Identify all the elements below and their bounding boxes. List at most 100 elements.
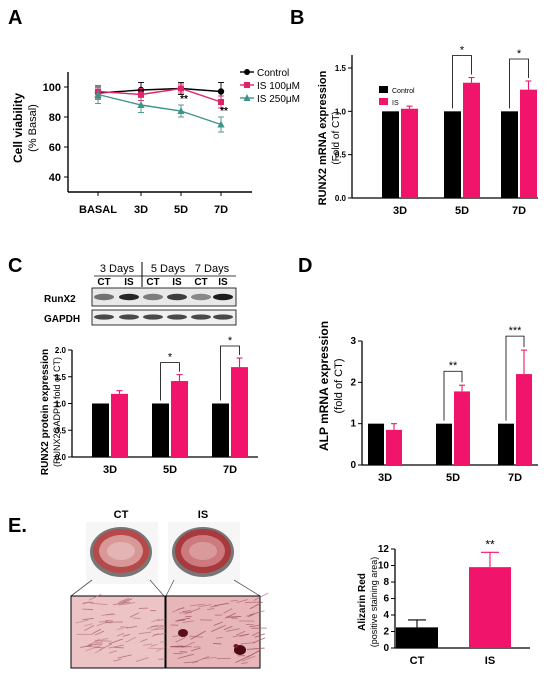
chart-e-ytick-label: 6 (383, 594, 389, 605)
chart-d-bar (436, 423, 452, 465)
blot-band-gapdh (213, 314, 233, 320)
chart-a-legend-label: IS 100μM (257, 81, 300, 92)
micrograph-fiber (147, 647, 161, 650)
alizarin-red-staining: CT IS (70, 509, 269, 669)
chart-c-bar (212, 403, 229, 457)
chart-e-bar (396, 627, 438, 648)
panel-label-c: C (8, 255, 22, 277)
chart-d-bar (498, 423, 514, 465)
chart-a-ytick-label: 100 (43, 82, 61, 94)
stain-label-ct: CT (114, 509, 129, 521)
micrograph-fiber (94, 630, 105, 636)
chart-e-ylabel2: (positive staining area) (369, 557, 379, 648)
chart-a-point (217, 120, 225, 128)
chart-a-significance: ** (220, 106, 228, 117)
micrograph-fiber (150, 643, 158, 647)
chart-b-ylabel: RUNX2 mRNA expression (317, 70, 329, 205)
chart-c-ytick-label: 2.0 (55, 346, 67, 355)
chart-b-bar (520, 89, 537, 198)
micrograph-fiber (226, 615, 242, 618)
chart-c-plot: 0.0 0.5 1.0 1.5 2.0 3D 5D 7D * * (55, 335, 258, 476)
chart-e-bar (469, 567, 511, 648)
chart-e-ylabel: Alizarin Red (357, 573, 368, 631)
blot-lane-label: CT (146, 277, 159, 288)
chart-b-bar (463, 82, 480, 198)
chart-b-bar (501, 111, 518, 198)
micrograph-fiber (129, 612, 140, 618)
micrograph-fiber (140, 638, 148, 643)
chart-e-ytick-label: 2 (383, 627, 389, 638)
chart-e-significance-label: ** (485, 537, 495, 551)
micrograph-fiber (84, 624, 95, 631)
chart-b-legend-control: Control (392, 88, 415, 95)
chart-e-ytick-label: 4 (383, 610, 389, 621)
chart-a-xtick-label: 5D (174, 204, 188, 216)
chart-a-plot: 40 60 80 100 BASAL 3D 5D 7D ** ** (43, 72, 252, 216)
micrograph-fiber (247, 613, 255, 618)
chart-d-bar (516, 374, 532, 465)
blot-day-7: 7 Days (195, 263, 230, 275)
well-image-ct (86, 522, 158, 584)
micrograph-fiber (108, 644, 124, 649)
micrograph-fiber (101, 613, 114, 616)
blot-lane-label: CT (194, 277, 207, 288)
chart-e-ytick-label: 10 (378, 561, 390, 572)
micrograph-fiber (88, 643, 103, 646)
chart-b-bar (382, 111, 399, 198)
chart-d-significance-bracket (505, 335, 525, 421)
micrograph-is-texture (170, 592, 269, 665)
micrograph-fiber (88, 593, 102, 601)
chart-a-point (178, 85, 184, 92)
micrograph-fiber (190, 603, 206, 607)
micrograph-fiber (179, 651, 188, 653)
blot-band-gapdh (167, 314, 187, 320)
micrograph-fiber (214, 602, 229, 607)
micrograph-fiber (142, 643, 153, 646)
chart-a-significance: ** (180, 94, 188, 105)
micrograph-fiber (156, 646, 167, 652)
micrograph-ct (70, 593, 177, 669)
chart-d-ytick-label: 0 (350, 460, 356, 471)
micrograph-fiber (190, 647, 201, 652)
chart-c-bar (171, 381, 188, 457)
chart-a-ytick-label: 60 (49, 142, 61, 154)
micrograph-fiber (151, 625, 164, 628)
micrograph-fiber (108, 638, 123, 645)
chart-d-xtick-label: 5D (446, 472, 460, 484)
micrograph-fiber (132, 617, 141, 620)
chart-c-xtick-label: 7D (223, 464, 237, 476)
blot-band-runx2 (167, 293, 187, 301)
panel-label-d: D (298, 255, 312, 277)
blot-band-runx2 (143, 293, 163, 301)
chart-b-ytick-label: 1.5 (335, 64, 347, 73)
chart-d-significance-label: *** (509, 325, 523, 337)
chart-a-legend-marker (243, 94, 251, 101)
chart-b-bar (401, 108, 418, 198)
chart-a-series-line (97, 93, 222, 126)
chart-d-ytick-label: 3 (350, 336, 356, 347)
chart-d-ylabel2: (fold of CT) (333, 358, 345, 413)
micrograph-fiber (253, 592, 269, 601)
micrograph-fiber (151, 618, 160, 623)
chart-d-alp-mrna: ALP mRNA expression (fold of CT) 0 1 2 3 3D 5… (317, 321, 538, 484)
blot-membrane-runx2 (91, 287, 237, 307)
chart-a-series-line (97, 87, 222, 94)
micrograph-fiber (211, 624, 226, 632)
chart-b-xtick-label: 3D (393, 205, 407, 217)
micrograph-fiber (207, 608, 215, 611)
chart-b-significance-label: * (460, 45, 465, 57)
chart-c-xtick-label: 5D (163, 464, 177, 476)
micrograph-fiber (236, 599, 248, 604)
blot-lane-label: CT (97, 277, 110, 288)
micrograph-fiber (192, 655, 210, 664)
zoom-line-is-right (233, 579, 261, 597)
panel-label-a: A (8, 7, 22, 29)
chart-c-ytick-label: 1.5 (55, 373, 67, 382)
micrograph-fiber (213, 621, 223, 626)
micrograph-fiber (151, 633, 159, 637)
chart-e-plot: 0 2 4 6 8 10 12 CT IS ** (378, 537, 530, 667)
chart-c-ytick-label: 1.0 (55, 400, 67, 409)
chart-a-ytick-label: 80 (49, 112, 61, 124)
